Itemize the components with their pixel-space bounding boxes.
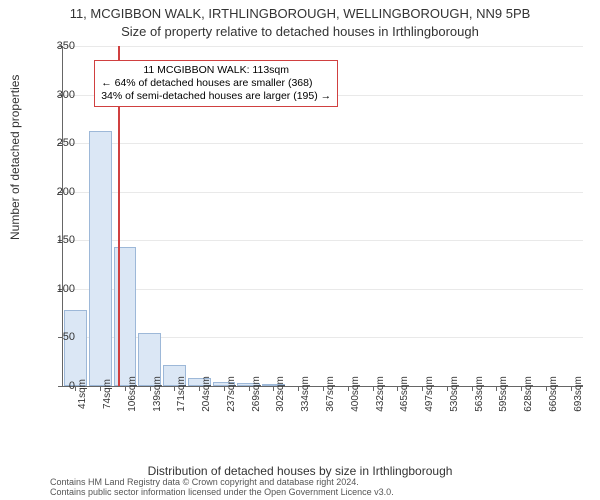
xtick-mark — [472, 386, 473, 391]
xtick-label: 628sqm — [523, 376, 534, 412]
ytick-label: 150 — [45, 234, 75, 246]
xtick-label: 269sqm — [251, 376, 262, 412]
xtick-mark — [150, 386, 151, 391]
gridline — [63, 240, 583, 241]
ytick-label: 0 — [45, 380, 75, 392]
xtick-label: 400sqm — [350, 376, 361, 412]
histogram-bar — [114, 247, 137, 386]
gridline — [63, 289, 583, 290]
xtick-label: 106sqm — [127, 376, 138, 412]
xtick-mark — [224, 386, 225, 391]
xtick-mark — [125, 386, 126, 391]
chart-title-line1: 11, MCGIBBON WALK, IRTHLINGBOROUGH, WELL… — [0, 6, 600, 21]
xtick-label: 432sqm — [375, 376, 386, 412]
xtick-label: 563sqm — [474, 376, 485, 412]
ytick-label: 300 — [45, 89, 75, 101]
ytick-label: 50 — [45, 331, 75, 343]
chart-container: 11, MCGIBBON WALK, IRTHLINGBOROUGH, WELL… — [0, 0, 600, 500]
xtick-label: 171sqm — [176, 376, 187, 412]
ytick-label: 100 — [45, 283, 75, 295]
annotation-box: 11 MCGIBBON WALK: 113sqm← 64% of detache… — [94, 60, 338, 107]
xtick-label: 74sqm — [102, 379, 113, 409]
ytick-label: 350 — [45, 40, 75, 52]
xtick-label: 367sqm — [325, 376, 336, 412]
xtick-mark — [447, 386, 448, 391]
chart-title-line2: Size of property relative to detached ho… — [0, 24, 600, 39]
xtick-mark — [422, 386, 423, 391]
histogram-bar — [64, 310, 87, 386]
y-axis-label: Number of detached properties — [8, 75, 22, 240]
xtick-label: 595sqm — [498, 376, 509, 412]
xtick-label: 334sqm — [300, 376, 311, 412]
annotation-line1: 11 MCGIBBON WALK: 113sqm — [101, 64, 331, 77]
annotation-line3: 34% of semi-detached houses are larger (… — [101, 90, 331, 103]
xtick-label: 41sqm — [77, 379, 88, 409]
xtick-label: 530sqm — [449, 376, 460, 412]
xtick-mark — [100, 386, 101, 391]
xtick-mark — [546, 386, 547, 391]
xtick-mark — [571, 386, 572, 391]
xtick-label: 302sqm — [275, 376, 286, 412]
gridline — [63, 192, 583, 193]
xtick-mark — [323, 386, 324, 391]
ytick-label: 250 — [45, 137, 75, 149]
xtick-mark — [373, 386, 374, 391]
footnote: Contains HM Land Registry data © Crown c… — [50, 478, 394, 498]
histogram-bar — [89, 131, 112, 386]
plot-area: 11 MCGIBBON WALK: 113sqm← 64% of detache… — [62, 46, 583, 387]
xtick-label: 660sqm — [548, 376, 559, 412]
x-axis-label: Distribution of detached houses by size … — [0, 464, 600, 478]
xtick-label: 465sqm — [399, 376, 410, 412]
xtick-label: 139sqm — [152, 376, 163, 412]
xtick-label: 237sqm — [226, 376, 237, 412]
ytick-label: 200 — [45, 186, 75, 198]
xtick-mark — [348, 386, 349, 391]
xtick-label: 204sqm — [201, 376, 212, 412]
gridline — [63, 143, 583, 144]
xtick-mark — [521, 386, 522, 391]
annotation-line2: ← 64% of detached houses are smaller (36… — [101, 77, 331, 90]
footnote-line2: Contains public sector information licen… — [50, 488, 394, 498]
xtick-mark — [249, 386, 250, 391]
gridline — [63, 46, 583, 47]
xtick-label: 497sqm — [424, 376, 435, 412]
xtick-label: 693sqm — [573, 376, 584, 412]
